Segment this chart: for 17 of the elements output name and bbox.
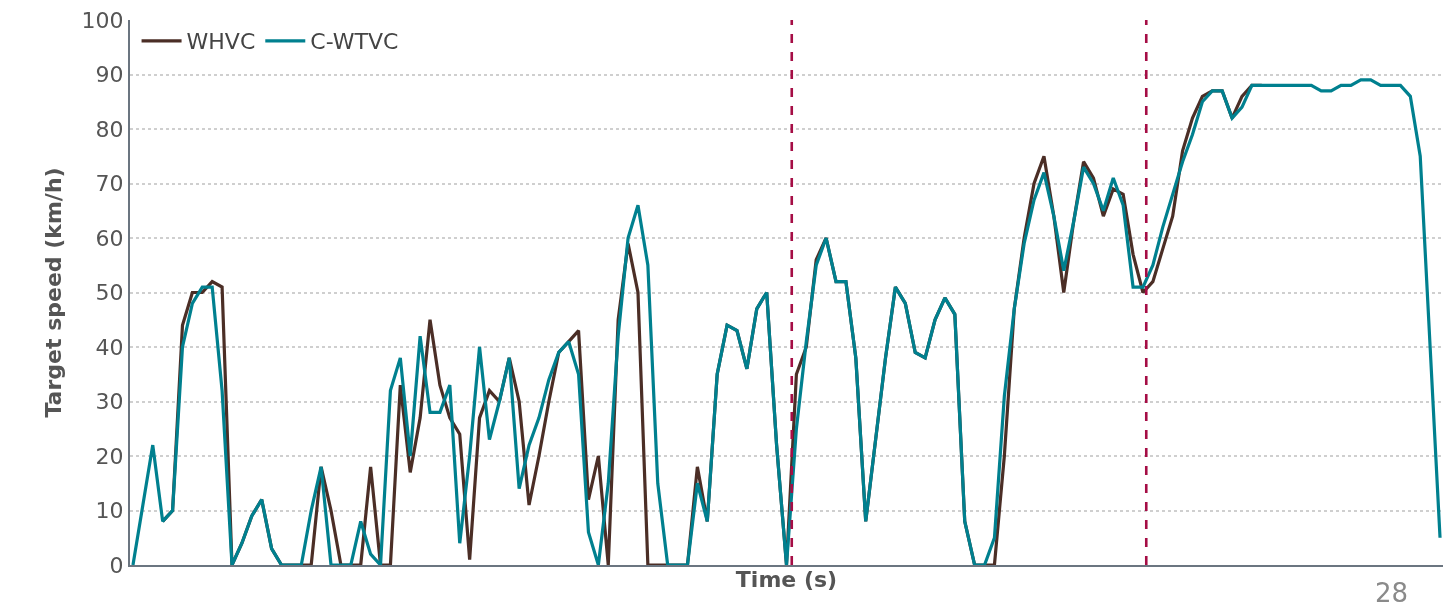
legend-label: C-WTVC — [310, 29, 399, 55]
y-tick-label: 70 — [95, 171, 124, 197]
y-tick-label: 100 — [81, 7, 124, 33]
y-tick-label: 0 — [109, 552, 124, 578]
y-tick-label: 40 — [95, 334, 124, 360]
legend-label: WHVC — [186, 29, 256, 55]
y-tick-label: 90 — [95, 62, 124, 88]
y-tick-label: 10 — [95, 498, 124, 524]
y-tick-label: 30 — [95, 389, 124, 415]
y-tick-label: 50 — [95, 280, 124, 306]
y-tick-label: 80 — [95, 116, 124, 142]
y-tick-label: 20 — [95, 443, 124, 469]
x-axis-title: Time (s) — [735, 567, 838, 593]
y-axis-title: Target speed (km/h) — [40, 167, 66, 418]
text: 28 — [1375, 578, 1409, 607]
line-series — [131, 78, 1442, 565]
y-tick-label: 60 — [95, 225, 124, 251]
